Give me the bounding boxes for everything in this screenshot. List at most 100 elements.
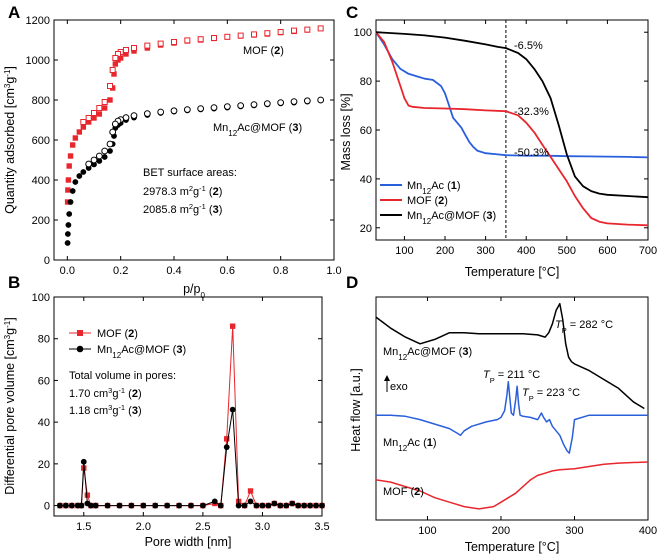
isotherm-point bbox=[72, 179, 79, 185]
panel-letter-c: C bbox=[346, 3, 358, 22]
isotherm-point bbox=[91, 115, 97, 121]
x-tick-label: 0.6 bbox=[220, 265, 235, 277]
isotherm-point bbox=[107, 148, 113, 154]
y-tick-label: 800 bbox=[32, 95, 50, 107]
x-tick-label: 0.2 bbox=[113, 265, 128, 277]
panel-b-legend: MOF (2) Mn12Ac@MOF (3) bbox=[69, 328, 186, 360]
pore-distribution-point bbox=[68, 502, 75, 509]
isotherm-point bbox=[85, 115, 92, 121]
panel-d-xlabel: Temperature [°C] bbox=[465, 540, 560, 554]
tga-curve bbox=[375, 31, 649, 227]
pore-distribution-point bbox=[152, 502, 159, 509]
pore-distribution-point bbox=[57, 502, 63, 509]
isotherm-point bbox=[112, 55, 119, 61]
isotherm-point bbox=[80, 124, 87, 130]
pore-distribution-point bbox=[140, 502, 147, 509]
pore-distribution-point bbox=[211, 498, 218, 505]
isotherm-point bbox=[101, 154, 108, 160]
isotherm-point bbox=[197, 36, 204, 43]
y-tick-label: 40 bbox=[38, 417, 50, 429]
isotherm-point bbox=[264, 30, 271, 37]
pore-distribution-point bbox=[223, 444, 230, 451]
tga-curve bbox=[375, 31, 649, 159]
isotherm-point bbox=[96, 158, 103, 164]
panel-a: A 0.0 0.2 0.4 0.6 0.8 1.0 0 200 400 600 800 1000 120… bbox=[3, 3, 342, 300]
isotherm-point bbox=[237, 32, 244, 39]
isotherm-point bbox=[72, 135, 79, 141]
isotherm-point bbox=[80, 169, 87, 175]
x-tick-label: 3.5 bbox=[314, 521, 329, 533]
x-tick-label: 600 bbox=[598, 245, 616, 257]
tga-curve bbox=[375, 31, 649, 199]
y-tick-label: 20 bbox=[360, 223, 372, 235]
pore-distribution-point bbox=[295, 502, 302, 509]
isotherm-point bbox=[65, 177, 72, 183]
isotherm-point bbox=[211, 35, 217, 41]
pore-distribution-point bbox=[229, 406, 236, 413]
x-tick-label: 200 bbox=[436, 245, 454, 257]
y-tick-label: 0 bbox=[44, 501, 50, 513]
isotherm-point bbox=[143, 110, 151, 117]
panel-b-vol-1: 1.70 cm3g-1 (2) bbox=[69, 386, 142, 401]
isotherm-point bbox=[112, 61, 119, 67]
x-tick-label: 300 bbox=[476, 245, 494, 257]
pore-distribution-point bbox=[241, 502, 248, 509]
isotherm-point bbox=[304, 26, 311, 33]
panel-d-label-mn12-mof: Mn12Ac@MOF (3) bbox=[383, 346, 472, 362]
isotherm-point bbox=[66, 211, 73, 217]
dsc-curve bbox=[375, 302, 645, 410]
pore-distribution-point bbox=[104, 502, 111, 509]
pore-distribution-point bbox=[301, 502, 308, 509]
isotherm-point bbox=[101, 99, 108, 105]
panel-d-tp-blue1: TP = 211 °C bbox=[483, 369, 540, 385]
panel-c-xlabel: Temperature [°C] bbox=[465, 265, 560, 279]
isotherm-point bbox=[106, 140, 114, 148]
isotherm-point bbox=[91, 110, 97, 116]
x-tick-label: 100 bbox=[418, 525, 436, 537]
isotherm-point bbox=[130, 112, 138, 119]
isotherm-point bbox=[251, 31, 257, 38]
panel-c-legend-3: Mn12Ac@MOF (3) bbox=[407, 210, 496, 226]
pore-distribution-point bbox=[80, 458, 87, 465]
panel-c-pct-blue: -50.3% bbox=[514, 147, 549, 159]
isotherm-point bbox=[317, 25, 324, 32]
panel-a-data bbox=[64, 25, 325, 246]
pore-distribution-point bbox=[84, 492, 91, 498]
pore-distribution-point bbox=[265, 502, 272, 509]
panel-d-ticks: 100 200 300 400 bbox=[418, 297, 657, 537]
pore-distribution-point bbox=[224, 436, 230, 442]
y-tick-label: 60 bbox=[360, 125, 372, 137]
panel-b-ticks: 1.5 2.0 2.5 3.0 3.5 0 20 40 60 80 100 bbox=[32, 292, 330, 533]
x-tick-label: 500 bbox=[558, 245, 576, 257]
panel-c-legend-1: Mn12Ac (1) bbox=[407, 180, 461, 196]
panel-b-xlabel: Pore width [nm] bbox=[145, 535, 232, 549]
isotherm-point bbox=[157, 108, 165, 116]
pore-distribution-point bbox=[63, 502, 69, 509]
isotherm-point bbox=[76, 173, 83, 179]
x-tick-label: 2.0 bbox=[136, 521, 151, 533]
isotherm-point bbox=[123, 47, 129, 53]
isotherm-point bbox=[69, 142, 76, 148]
pore-distribution-point bbox=[313, 502, 319, 509]
x-tick-label: 0.0 bbox=[60, 265, 75, 277]
isotherm-point bbox=[197, 105, 205, 112]
isotherm-point bbox=[277, 29, 284, 35]
panel-d: D 100 200 300 400 Temperature [°C] Heat flo… bbox=[346, 273, 657, 554]
y-tick-label: 100 bbox=[32, 292, 50, 304]
isotherm-point bbox=[117, 55, 124, 61]
pore-distribution-point bbox=[289, 500, 296, 507]
panel-d-tp-black: TP = 282 °C bbox=[555, 319, 613, 335]
isotherm-point bbox=[263, 100, 271, 107]
isotherm-point bbox=[96, 111, 103, 117]
isotherm-point bbox=[85, 160, 93, 168]
x-tick-label: 3.0 bbox=[255, 521, 270, 533]
panel-b-ylabel: Differential pore volume [cm3g-1] bbox=[3, 317, 18, 494]
pore-distribution-point bbox=[307, 502, 313, 509]
pore-distribution-point bbox=[253, 502, 260, 509]
panel-a-label-mof: MOF (2) bbox=[243, 45, 284, 57]
panel-b-frame bbox=[53, 296, 323, 517]
isotherm-point bbox=[76, 129, 83, 135]
panel-c-frame bbox=[375, 19, 649, 241]
isotherm-point bbox=[65, 222, 72, 228]
isotherm-point bbox=[109, 128, 117, 136]
